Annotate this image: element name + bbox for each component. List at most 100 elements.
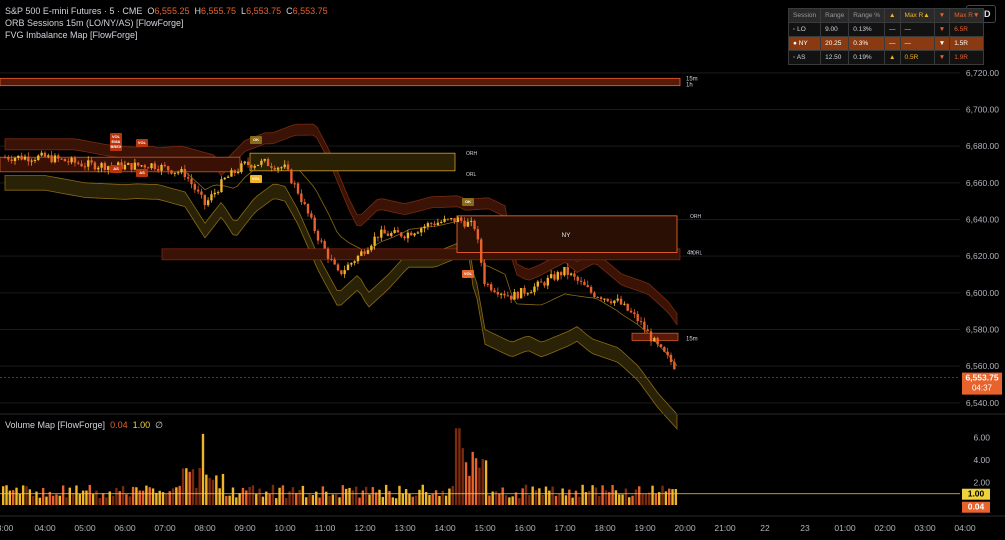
volume-bar xyxy=(368,494,371,505)
volume-bar xyxy=(335,494,338,505)
volume-bar xyxy=(431,494,434,505)
volume-bar xyxy=(534,490,538,505)
volume-bar xyxy=(158,490,161,505)
candle-body xyxy=(336,264,340,271)
candle-body xyxy=(23,156,27,160)
candle-body xyxy=(233,170,236,174)
candle-body xyxy=(37,155,40,161)
indicator-fvg-legend[interactable]: FVG Imbalance Map [FlowForge] xyxy=(5,30,138,40)
time-tick-label: 14:00 xyxy=(434,523,456,533)
candle-body xyxy=(386,233,390,236)
volume-bar xyxy=(518,498,521,505)
candle-body xyxy=(479,239,483,263)
candle-body xyxy=(200,191,203,195)
ratio-badge xyxy=(962,488,990,500)
volume-bar xyxy=(361,490,365,505)
volume-bar xyxy=(241,487,245,505)
volume-bar xyxy=(205,474,208,505)
candle-body xyxy=(529,292,533,294)
candle-body xyxy=(220,179,223,193)
candle-body xyxy=(636,314,639,322)
candle-body xyxy=(519,288,523,299)
table-row-lo: ◦ LO 9.00 0.13% — — ▼ 6.5R xyxy=(787,22,985,37)
candle-body xyxy=(226,176,230,178)
volume-bar xyxy=(451,486,454,505)
volume-bar xyxy=(185,468,188,505)
candle-body xyxy=(383,229,386,234)
candle-body xyxy=(559,272,563,276)
volume-bar xyxy=(321,486,325,505)
symbol-legend[interactable]: S&P 500 E-mini Futures · 5 · CME O6,555.… xyxy=(5,6,328,16)
volume-bar xyxy=(301,485,305,505)
volume-bar xyxy=(41,487,45,505)
table-cell: ● NY xyxy=(787,36,822,51)
candle-body xyxy=(406,232,410,239)
candle-body xyxy=(40,152,43,156)
vol-ema-brex-marker: VOL xyxy=(112,134,121,139)
candle-body xyxy=(313,217,316,231)
ratio-badge-label: 1.00 xyxy=(968,489,985,499)
candle-body xyxy=(13,157,17,162)
candle-body xyxy=(346,264,350,271)
candle-body xyxy=(90,160,93,163)
volume-bar xyxy=(161,492,165,505)
volume-bar xyxy=(611,485,614,505)
volume-bar xyxy=(628,497,631,505)
candle-body xyxy=(649,331,653,342)
price-tick-label: 6,680.00 xyxy=(966,141,999,151)
candle-body xyxy=(400,232,403,237)
volume-bar xyxy=(215,475,218,505)
candle-body xyxy=(549,274,553,278)
table-cell: ▲ xyxy=(884,50,901,65)
volume-bar xyxy=(378,489,381,505)
volume-bar xyxy=(255,493,258,505)
time-tick-label: 23 xyxy=(800,523,810,533)
candle-body xyxy=(303,202,306,204)
volume-bar xyxy=(441,490,444,505)
time-tick-label: 18:00 xyxy=(594,523,616,533)
candle-body xyxy=(489,284,493,291)
candle-body xyxy=(296,183,300,194)
candle-body xyxy=(203,194,206,206)
candle-body xyxy=(350,262,353,265)
candle-body xyxy=(483,262,486,284)
table-cell: 9.00 xyxy=(820,22,850,37)
candle-body xyxy=(223,177,226,180)
table-cell: 6.5R xyxy=(949,22,985,37)
candle-body xyxy=(133,162,137,170)
candle-body xyxy=(456,217,460,223)
volume-bar xyxy=(401,493,404,505)
price-tick-label: 6,560.00 xyxy=(966,361,999,371)
volume-bar xyxy=(384,484,388,505)
volume-bar xyxy=(128,496,131,505)
candle-body xyxy=(666,351,669,355)
time-tick-label: 20:00 xyxy=(674,523,696,533)
volume-legend[interactable]: Volume Map [FlowForge] 0.04 1.00 ∅ xyxy=(5,420,163,431)
candle-body xyxy=(57,155,60,159)
time-tick-label: 02:00 xyxy=(874,523,896,533)
volume-bar xyxy=(558,493,561,505)
volume-tick-label: 4.00 xyxy=(973,455,990,465)
table-header-row: Session Range Range % ▲ Max R▲ ▼ Max R▼ xyxy=(787,8,985,23)
volume-bar xyxy=(661,485,664,505)
volume-bar xyxy=(238,493,241,505)
candle-body xyxy=(320,240,323,242)
table-cell: ◦ LO xyxy=(787,22,822,37)
volume-bar xyxy=(78,493,81,505)
table-cell: 1.5R xyxy=(949,36,985,51)
volume-bar xyxy=(15,487,18,505)
candle-body xyxy=(97,167,100,170)
candle-body xyxy=(53,155,57,163)
indicator-orb-legend[interactable]: ORB Sessions 15m (LO/NY/AS) [FlowForge] xyxy=(5,18,184,28)
volume-bar xyxy=(25,486,28,505)
volume-value: 0.04 xyxy=(110,420,128,430)
vol-marker: VOL xyxy=(252,176,261,181)
volume-bar xyxy=(471,451,474,505)
volume-bar xyxy=(115,487,118,505)
volume-bar xyxy=(564,495,568,505)
table-cell: 12.50 xyxy=(820,50,850,65)
volume-bar xyxy=(354,486,358,505)
candle-body xyxy=(77,162,80,164)
